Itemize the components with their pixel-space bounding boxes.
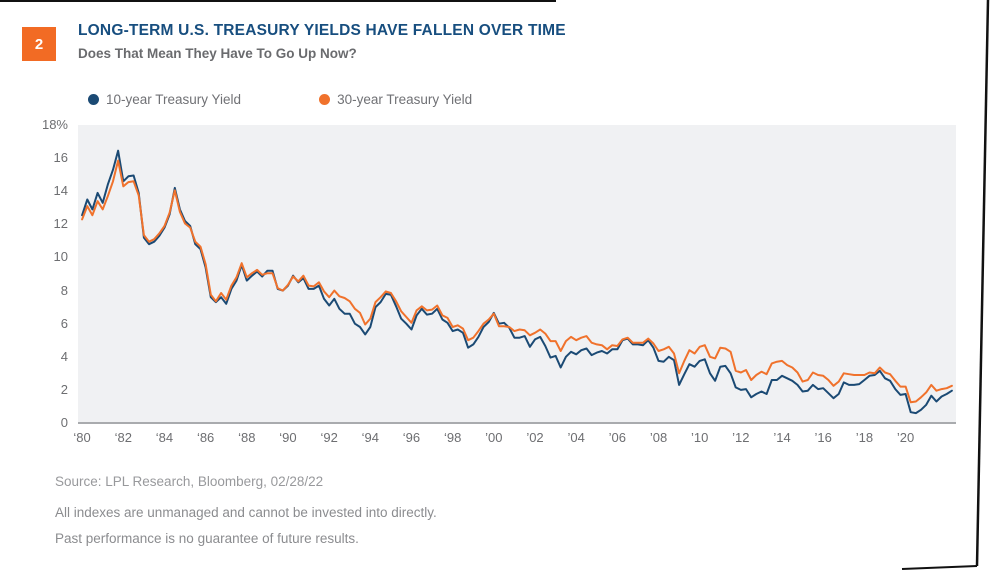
figure-number-badge: 2	[22, 27, 56, 61]
x-tick-label: ’16	[814, 430, 832, 445]
x-tick-label: ‘82	[114, 430, 132, 445]
y-tick-label: 16	[53, 150, 68, 166]
y-tick-label: 4	[60, 348, 68, 364]
chart-plot-area	[78, 125, 956, 423]
x-tick-label: ’04	[567, 430, 585, 445]
legend-item-30-year: 30-year Treasury Yield	[319, 92, 472, 107]
legend-dot-icon	[319, 94, 331, 105]
x-tick-label: ’14	[773, 430, 791, 445]
yield-lines-svg	[81, 149, 953, 415]
chart-legend: 10-year Treasury Yield 30-year Treasury …	[88, 92, 472, 107]
page-title: LONG-TERM U.S. TREASURY YIELDS HAVE FALL…	[78, 22, 566, 39]
y-tick-label: 14	[53, 183, 68, 199]
legend-label: 10-year Treasury Yield	[106, 92, 242, 107]
source-note: Source: LPL Research, Bloomberg, 02/28/2…	[55, 474, 324, 489]
y-tick-label: 18%	[41, 117, 68, 132]
x-tick-label: ’12	[732, 430, 750, 445]
x-tick-label: ’02	[526, 430, 544, 445]
legend-item-10-year: 10-year Treasury Yield	[88, 92, 241, 107]
x-tick-label: ’00	[485, 430, 503, 445]
y-tick-label: 0	[60, 415, 68, 430]
x-tick-label: ‘80	[73, 430, 91, 445]
x-tick-label: ‘86	[196, 430, 215, 445]
x-tick-label: ’08	[649, 430, 668, 445]
x-tick-label: ‘94	[361, 430, 379, 445]
y-tick-label: 12	[53, 216, 68, 232]
x-tick-label: ‘92	[320, 430, 338, 445]
x-axis-line	[78, 422, 956, 424]
x-tick-label: ‘96	[402, 430, 421, 445]
y-tick-label: 8	[60, 282, 68, 298]
x-tick-label: ‘98	[443, 430, 462, 445]
x-tick-label: ‘90	[279, 430, 297, 445]
x-tick-label: ‘88	[238, 430, 256, 445]
line-30-year-yield	[81, 159, 953, 404]
x-tick-label: ‘84	[155, 430, 174, 445]
disclaimer-text: All indexes are unmanaged and cannot be …	[55, 505, 437, 520]
x-tick-label: ’06	[608, 430, 627, 445]
legend-dot-icon	[88, 94, 99, 105]
y-tick-label: 6	[60, 315, 68, 331]
disclaimer-text: Past performance is no guarantee of futu…	[55, 531, 359, 546]
legend-label: 30-year Treasury Yield	[337, 92, 473, 107]
x-tick-label: ’10	[691, 430, 709, 445]
page-subtitle: Does That Mean They Have To Go Up Now?	[78, 46, 357, 61]
x-tick-label: ’18	[855, 430, 874, 445]
y-tick-label: 10	[53, 249, 68, 265]
line-10-year-yield	[81, 149, 953, 415]
y-tick-label: 2	[60, 381, 68, 397]
x-tick-label: ’20	[896, 430, 915, 445]
